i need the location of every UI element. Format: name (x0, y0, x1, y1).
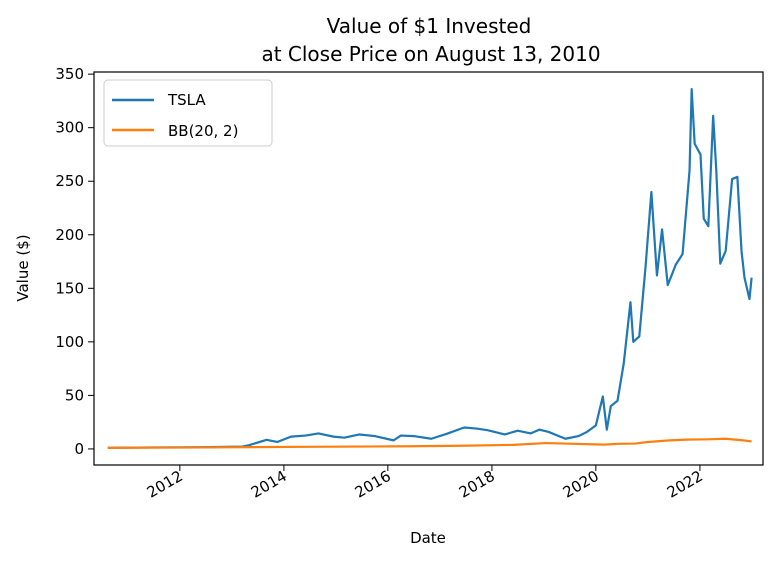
y-tick-label: 0 (74, 440, 84, 458)
x-tick-label: 2016 (352, 467, 394, 502)
x-tick-label: 2018 (456, 467, 498, 502)
y-tick-label: 250 (55, 172, 84, 190)
y-tick-label: 50 (65, 386, 84, 404)
series-line-bb (107, 437, 752, 449)
x-tick-label: 2012 (144, 467, 186, 502)
y-tick-label: 100 (55, 333, 84, 351)
chart-title-line1: Value of $1 Invested (327, 14, 532, 38)
chart-title-line2: at Close Price on August 13, 2010 (261, 42, 600, 66)
series-layer (107, 88, 753, 449)
y-tick-label: 350 (55, 65, 84, 83)
legend-label-tsla: TSLA (167, 91, 206, 109)
legend-label-bb: BB(20, 2) (168, 122, 238, 140)
x-axis-ticks: 2012 2014 2016 2018 2020 2022 (144, 465, 706, 502)
y-tick-label: 200 (55, 226, 84, 244)
series-line-tsla (107, 88, 753, 449)
y-tick-label: 150 (55, 279, 84, 297)
x-axis-label: Date (410, 529, 446, 547)
x-tick-label: 2014 (248, 467, 290, 502)
x-tick-label: 2022 (664, 467, 706, 502)
x-tick-label: 2020 (560, 467, 602, 502)
y-axis-ticks: 0 50 100 150 200 250 300 350 (55, 65, 94, 458)
plot-frame (93, 71, 764, 466)
legend[interactable]: TSLA BB(20, 2) (103, 79, 273, 147)
y-tick-label: 300 (55, 119, 84, 137)
y-axis-label: Value ($) (14, 234, 32, 301)
